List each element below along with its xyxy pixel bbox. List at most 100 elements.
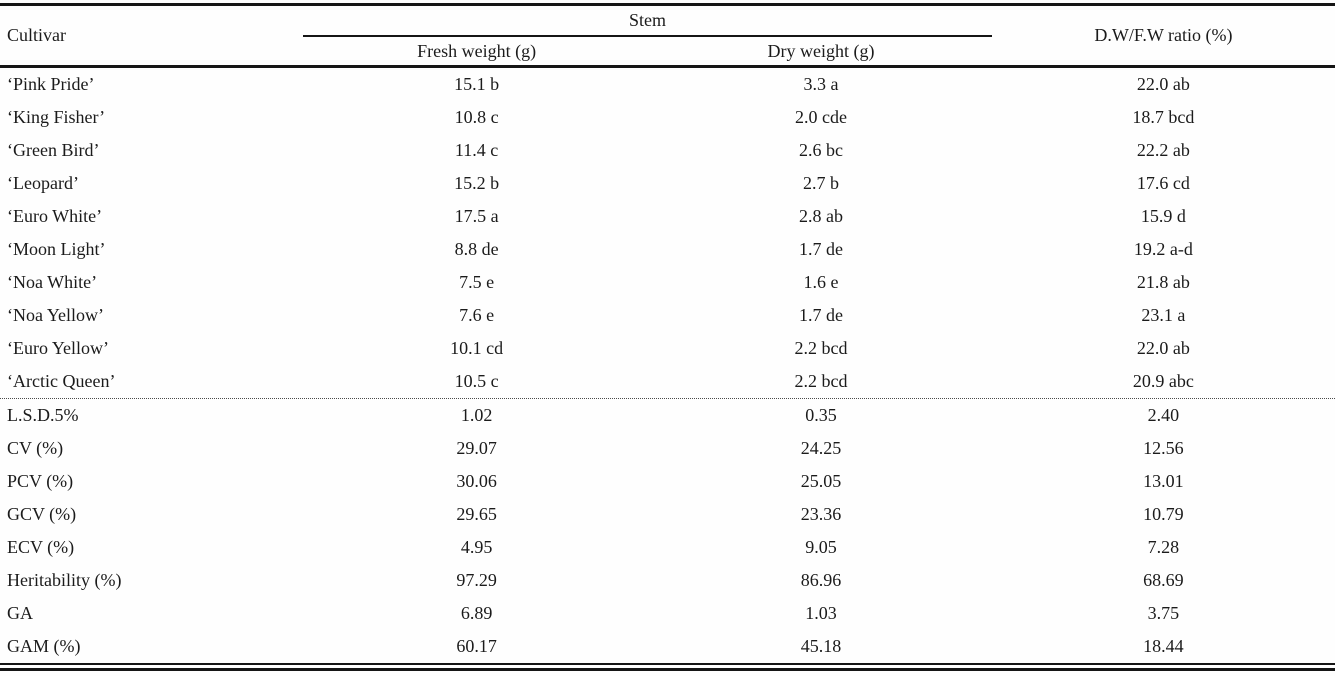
stat-label: CV (%) [7,438,64,458]
stat-label: PCV (%) [7,471,74,491]
dwfw-ratio-stat: 10.79 [1143,504,1184,524]
stat-row: GAM (%) 60.17 45.18 18.44 [0,630,1335,663]
cultivar-name: ‘Green Bird’ [7,140,100,160]
dwfw-ratio-stat: 13.01 [1143,471,1184,491]
dry-weight-value: 1.7 de [799,305,843,325]
fresh-weight-value: 7.6 e [459,305,495,325]
dwfw-ratio-value: 23.1 a [1141,305,1186,325]
stat-row: ECV (%) 4.95 9.05 7.28 [0,531,1335,564]
dwfw-ratio-value: 19.2 a-d [1133,239,1193,259]
fresh-weight-value: 15.1 b [454,74,500,94]
column-group-header-stem: Stem [303,6,992,37]
stem-subheaders: Fresh weight (g) Dry weight (g) [303,37,992,65]
stat-label: ECV (%) [7,537,75,557]
table-row: ‘Noa Yellow’ 7.6 e 1.7 de 23.1 a [0,299,1335,332]
dwfw-ratio-stat: 7.28 [1147,537,1180,557]
stat-label: L.S.D.5% [7,405,79,425]
stat-row: GCV (%) 29.65 23.36 10.79 [0,498,1335,531]
dwfw-ratio-value: 17.6 cd [1136,173,1190,193]
stat-row: Heritability (%) 97.29 86.96 68.69 [0,564,1335,597]
table-row: ‘Euro White’ 17.5 a 2.8 ab 15.9 d [0,200,1335,233]
fresh-weight-value: 11.4 c [454,140,499,160]
dry-weight-stat: 25.05 [800,471,842,491]
dry-weight-stat: 23.36 [800,504,842,524]
fresh-weight-value: 10.8 c [454,107,499,127]
dwfw-ratio-value: 22.2 ab [1136,140,1190,160]
fresh-weight-value: 7.5 e [459,272,495,292]
stat-label: Heritability (%) [7,570,122,590]
statistics-rows-section: L.S.D.5% 1.02 0.35 2.40 CV (%) 29.07 24.… [0,399,1335,663]
column-group-stem: Stem Fresh weight (g) Dry weight (g) [303,6,992,65]
cultivar-name: ‘Moon Light’ [7,239,106,259]
dry-weight-value: 2.7 b [803,173,839,193]
dwfw-ratio-stat: 12.56 [1143,438,1184,458]
fresh-weight-value: 8.8 de [454,239,499,259]
dry-weight-value: 2.0 cde [795,107,847,127]
table-row: ‘Moon Light’ 8.8 de 1.7 de 19.2 a-d [0,233,1335,266]
dwfw-ratio-value: 22.0 ab [1136,338,1190,358]
dry-weight-value: 2.2 bcd [794,371,848,391]
table-row: ‘Euro Yellow’ 10.1 cd 2.2 bcd 22.0 ab [0,332,1335,365]
dry-weight-stat: 24.25 [800,438,842,458]
cultivar-name: ‘King Fisher’ [7,107,106,127]
dwfw-ratio-stat: 2.40 [1147,405,1180,425]
stat-row: PCV (%) 30.06 25.05 13.01 [0,465,1335,498]
dry-weight-value: 1.6 e [803,272,839,292]
column-header-fresh-weight: Fresh weight (g) [417,40,537,61]
dry-weight-value: 2.2 bcd [794,338,848,358]
fresh-weight-value: 10.1 cd [450,338,504,358]
dwfw-ratio-stat: 68.69 [1143,570,1184,590]
column-header-cultivar: Cultivar [7,25,66,45]
stat-label: GCV (%) [7,504,77,524]
fresh-weight-stat: 1.02 [460,405,493,425]
cultivar-name: ‘Arctic Queen’ [7,371,116,391]
cultivar-rows-section: ‘Pink Pride’ 15.1 b 3.3 a 22.0 ab ‘King … [0,68,1335,399]
dry-weight-stat: 0.35 [805,405,837,425]
fresh-weight-stat: 60.17 [456,636,497,656]
column-header-dwfw-ratio: D.W/F.W ratio (%) [1094,25,1233,45]
dry-weight-stat: 9.05 [805,537,837,557]
cultivar-name: ‘Leopard’ [7,173,79,193]
dry-weight-value: 2.8 ab [799,206,843,226]
dry-weight-stat: 86.96 [800,570,842,590]
table-row: ‘Leopard’ 15.2 b 2.7 b 17.6 cd [0,167,1335,200]
table-row: ‘Pink Pride’ 15.1 b 3.3 a 22.0 ab [0,68,1335,101]
stat-label: GA [7,603,33,623]
table-row: ‘King Fisher’ 10.8 c 2.0 cde 18.7 bcd [0,101,1335,134]
cultivar-name: ‘Euro White’ [7,206,103,226]
column-header-dry-weight: Dry weight (g) [767,40,875,61]
fresh-weight-value: 17.5 a [454,206,499,226]
fresh-weight-value: 10.5 c [454,371,499,391]
cultivar-name: ‘Pink Pride’ [7,74,95,94]
fresh-weight-value: 15.2 b [454,173,500,193]
fresh-weight-stat: 30.06 [456,471,497,491]
table-row: ‘Green Bird’ 11.4 c 2.6 bc 22.2 ab [0,134,1335,167]
fresh-weight-stat: 6.89 [460,603,493,623]
table-header: Cultivar Stem Fresh weight (g) Dry weigh… [0,3,1335,68]
dwfw-ratio-value: 20.9 abc [1132,371,1194,391]
table-row: ‘Noa White’ 7.5 e 1.6 e 21.8 ab [0,266,1335,299]
fresh-weight-stat: 29.07 [456,438,497,458]
fresh-weight-stat: 29.65 [456,504,497,524]
dry-weight-stat: 45.18 [800,636,842,656]
dry-weight-value: 2.6 bc [799,140,843,160]
fresh-weight-stat: 97.29 [456,570,497,590]
dwfw-ratio-value: 21.8 ab [1136,272,1190,292]
table-bottom-rule [0,663,1335,671]
stat-row: GA 6.89 1.03 3.75 [0,597,1335,630]
dwfw-ratio-stat: 18.44 [1143,636,1184,656]
dwfw-ratio-value: 18.7 bcd [1132,107,1195,127]
dwfw-ratio-value: 15.9 d [1140,206,1186,226]
cultivar-name: ‘Euro Yellow’ [7,338,109,358]
dwfw-ratio-stat: 3.75 [1147,603,1180,623]
stat-row: CV (%) 29.07 24.25 12.56 [0,432,1335,465]
cultivar-name: ‘Noa Yellow’ [7,305,104,325]
dry-weight-value: 3.3 a [803,74,839,94]
stat-row: L.S.D.5% 1.02 0.35 2.40 [0,399,1335,432]
stat-label: GAM (%) [7,636,81,656]
cultivar-name: ‘Noa White’ [7,272,98,292]
dry-weight-value: 1.7 de [799,239,843,259]
dry-weight-stat: 1.03 [805,603,837,623]
table-row: ‘Arctic Queen’ 10.5 c 2.2 bcd 20.9 abc [0,365,1335,398]
